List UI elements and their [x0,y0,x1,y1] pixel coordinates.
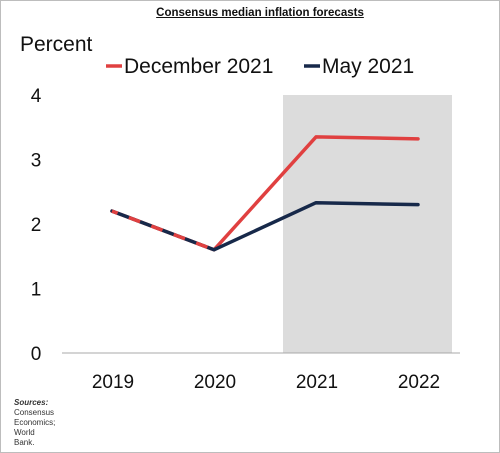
sources-note: Sources: Consensus Economics; World Bank… [14,398,74,448]
y-tick-label: 3 [31,151,42,172]
sources-line: World [14,428,35,437]
forecast-shading [283,95,452,353]
x-tick-label: 2019 [92,372,134,393]
y-axis-label: Percent [20,33,93,56]
overlap-dash [111,209,215,252]
sources-line: Economics; [14,418,56,427]
legend-label: December 2021 [124,55,273,78]
y-tick-label: 4 [31,86,42,107]
y-tick-label: 0 [31,344,42,365]
x-tick-label: 2021 [296,372,338,393]
y-tick-label: 2 [31,215,42,236]
series-line-may-2021 [110,200,420,252]
legend-label: May 2021 [322,55,414,78]
y-tick-label: 1 [31,280,42,301]
sources-heading: Sources: [14,398,49,407]
sources-line: Bank. [14,438,35,447]
x-tick-label: 2020 [194,372,236,393]
x-tick-label: 2022 [398,372,440,393]
chart-title: Consensus median inflation forecasts [156,7,364,19]
sources-line: Consensus [14,408,55,417]
